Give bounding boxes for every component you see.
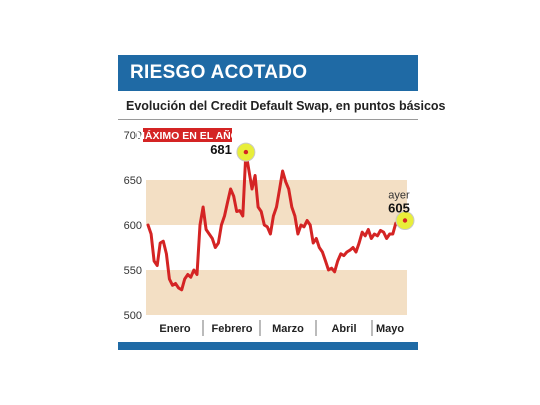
y-axis-ticks: 500 550 600 650 700 — [124, 130, 142, 322]
x-tick-label: Marzo — [272, 323, 304, 335]
x-tick-label: Febrero — [212, 323, 253, 335]
max-badge-text: MÁXIMO EN EL AÑO — [136, 129, 239, 142]
annotation-value: 605 — [388, 201, 410, 216]
series-line — [146, 150, 407, 292]
chart-title: RIESGO ACOTADO — [130, 62, 308, 83]
highlight-dot — [243, 149, 249, 155]
annotation-value: 681 — [210, 142, 232, 157]
footer-bar — [118, 342, 418, 350]
y-tick-label: 600 — [124, 220, 142, 232]
x-tick-label: Mayo — [376, 323, 404, 335]
chart-subtitle: Evolución del Credit Default Swap, en pu… — [126, 99, 446, 113]
highlight-dot — [402, 218, 408, 223]
chart-band — [146, 135, 407, 180]
x-tick-label: Enero — [159, 323, 190, 335]
y-tick-label: 650 — [124, 175, 142, 187]
annotation-label: ayer — [388, 190, 410, 202]
max-badge: MÁXIMO EN EL AÑO — [136, 128, 239, 142]
x-axis-months: Enero Febrero Marzo Abril Mayo — [159, 320, 404, 336]
series-line-group — [146, 150, 407, 292]
title-bar: RIESGO ACOTADO — [118, 55, 418, 91]
max-badge-bg — [143, 128, 232, 142]
y-tick-label: 700 — [124, 130, 142, 142]
divider — [118, 119, 418, 120]
y-tick-label: 550 — [124, 265, 142, 277]
y-tick-label: 500 — [124, 310, 142, 322]
chart-bands — [146, 135, 407, 315]
x-tick-label: Abril — [331, 323, 356, 335]
